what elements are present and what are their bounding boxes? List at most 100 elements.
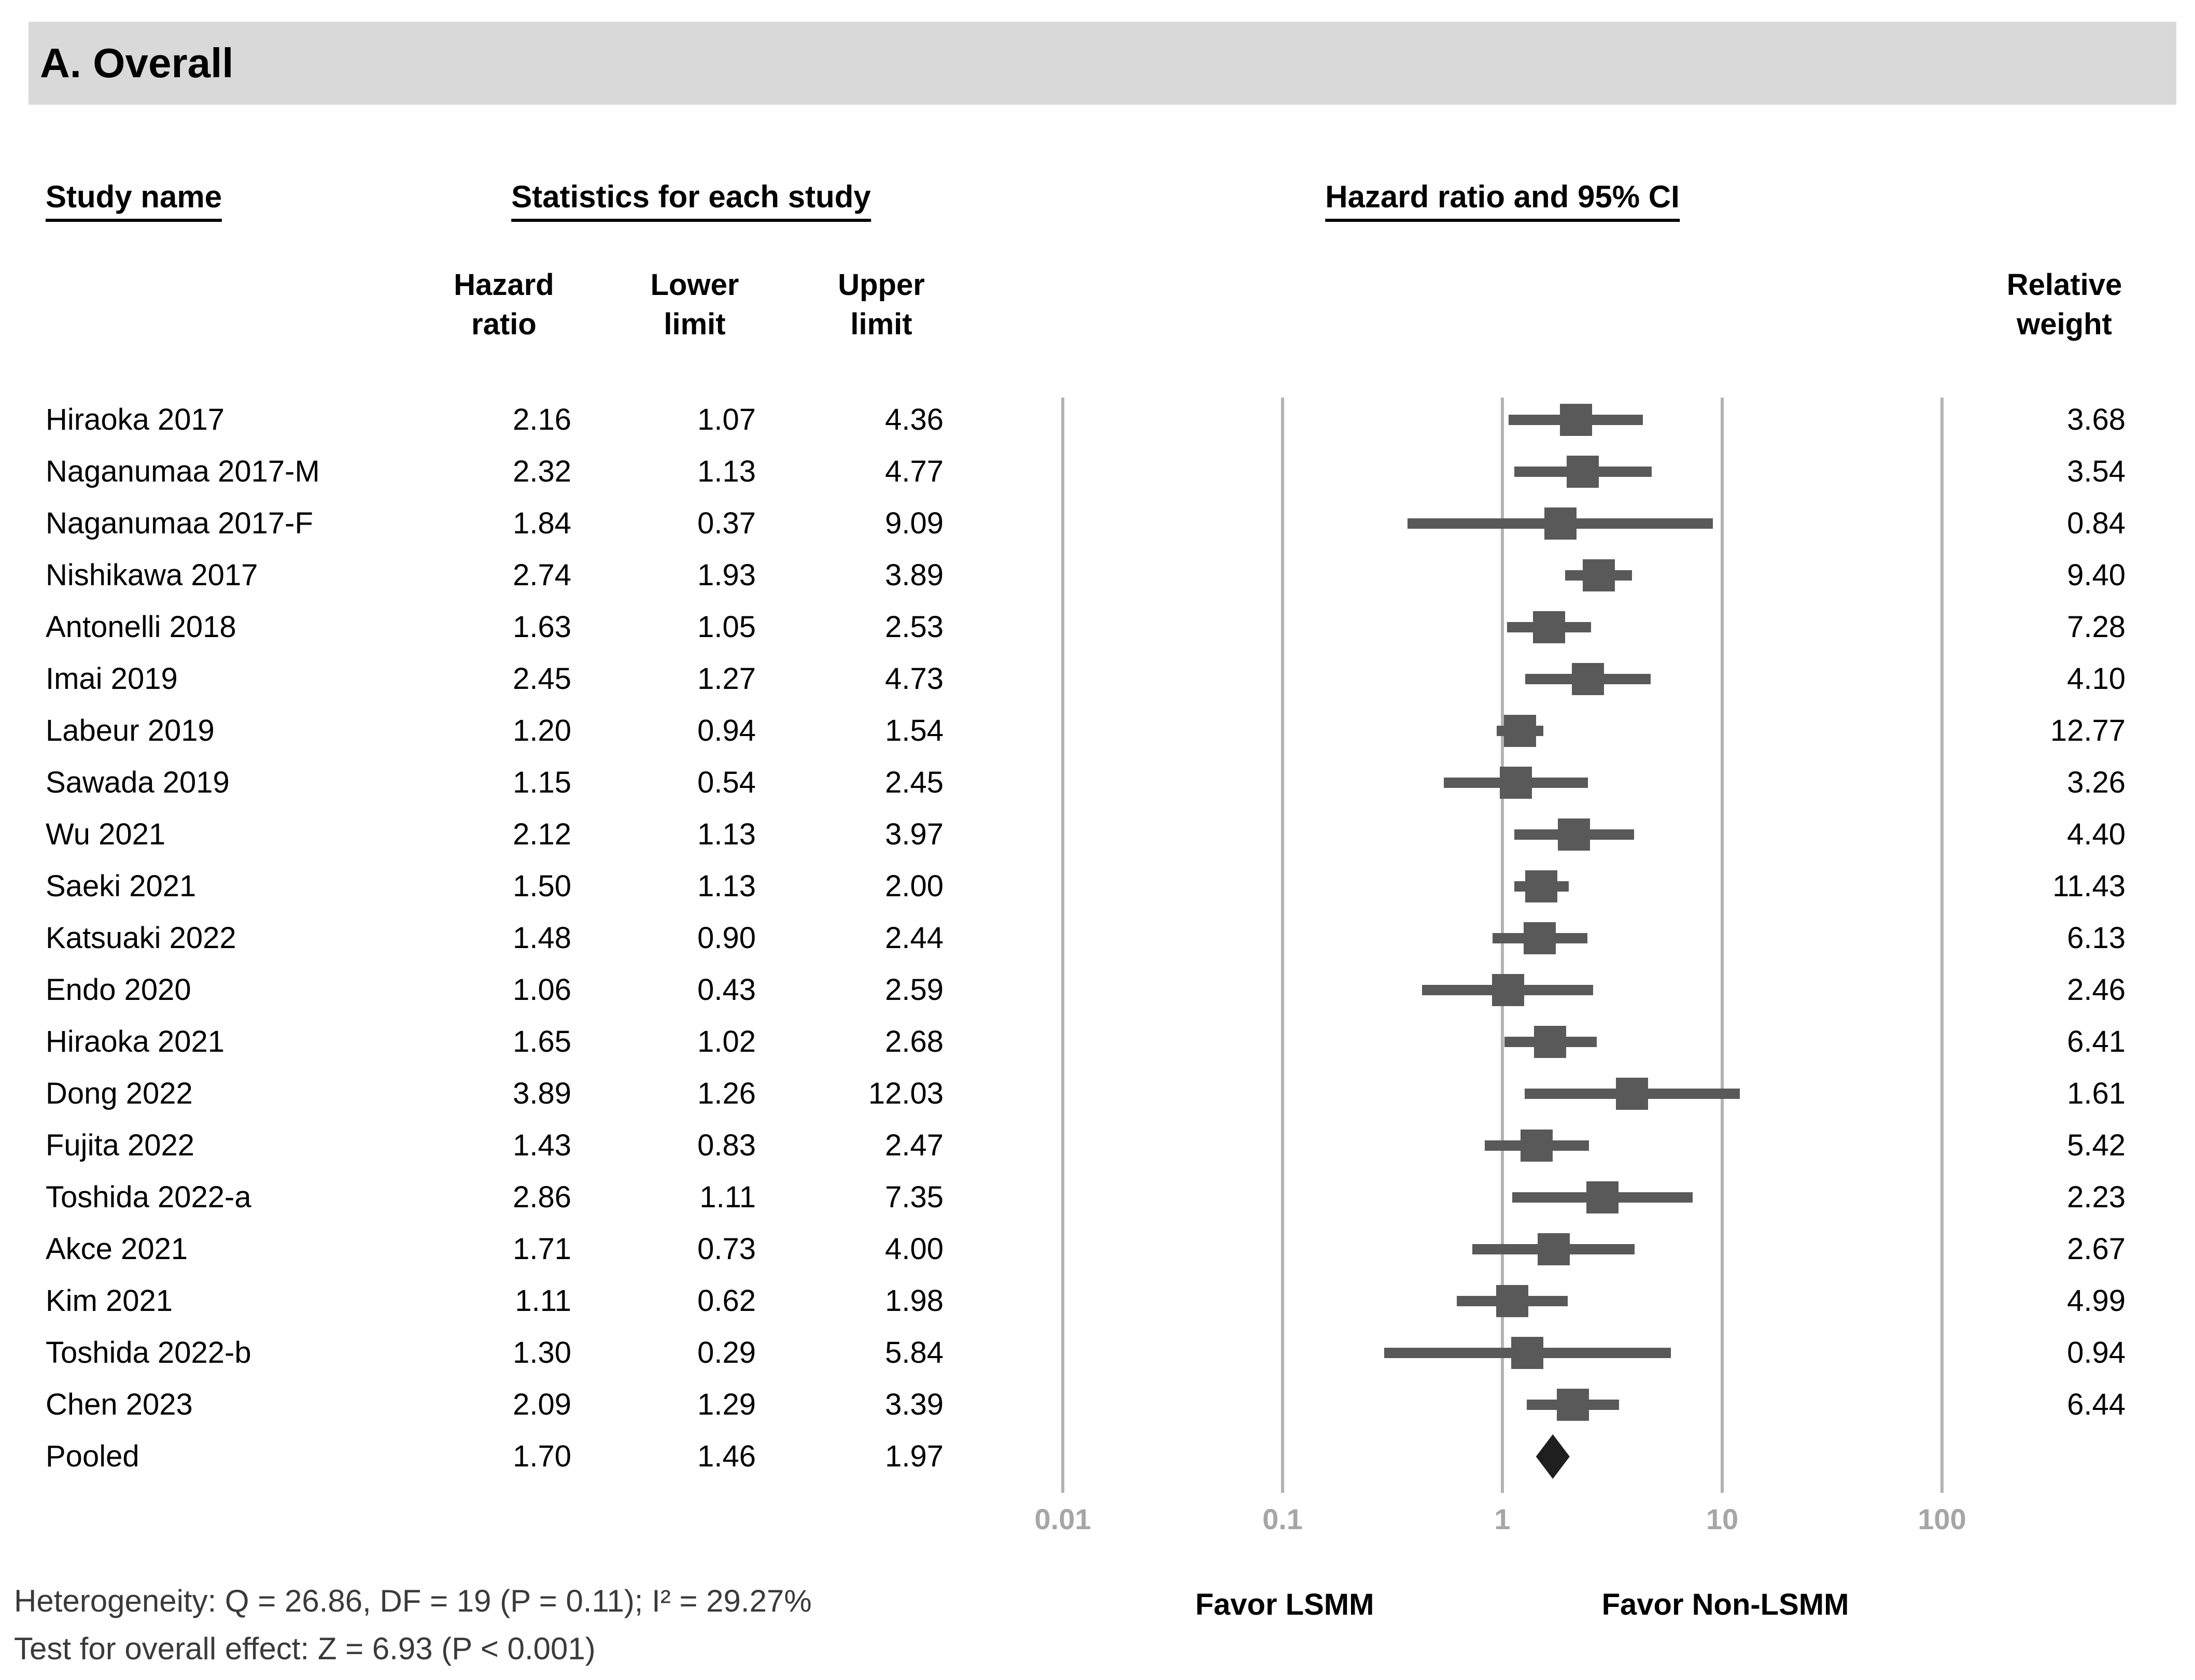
study-row: Kim 2021 1.11 0.62 1.98 4.99 — [0, 1275, 2195, 1327]
relative-weight-value: 3.54 — [2067, 455, 2126, 488]
study-row: Dong 2022 3.89 1.26 12.03 1.61 — [0, 1068, 2195, 1120]
upper-limit-value: 12.03 — [868, 1077, 944, 1110]
lower-limit-value: 0.29 — [697, 1336, 756, 1370]
upper-limit-value: 2.59 — [885, 973, 944, 1007]
upper-limit-value: 1.98 — [885, 1284, 944, 1318]
upper-limit-value: 9.09 — [885, 506, 944, 540]
hazard-ratio-value: 2.45 — [513, 662, 571, 696]
hr-square-marker — [1586, 1181, 1619, 1213]
subheader-lower-limit: Lower limit — [651, 265, 739, 344]
relative-weight-value: 6.41 — [2067, 1025, 2126, 1058]
hr-square-marker — [1559, 404, 1592, 436]
hazard-ratio-value: 3.89 — [513, 1077, 571, 1110]
study-name: Fujita 2022 — [46, 1128, 194, 1162]
lower-limit-value: 1.13 — [697, 817, 756, 851]
hr-square-marker — [1537, 1233, 1570, 1265]
study-name: Hiraoka 2017 — [46, 403, 224, 436]
heterogeneity-text: Heterogeneity: Q = 26.86, DF = 19 (P = 0… — [14, 1584, 812, 1618]
study-name: Saeki 2021 — [46, 869, 196, 903]
lower-limit-value: 1.05 — [697, 610, 756, 644]
upper-limit-value: 3.89 — [885, 558, 944, 592]
study-name: Antonelli 2018 — [46, 610, 236, 644]
study-name: Akce 2021 — [46, 1232, 188, 1266]
hazard-ratio-value: 1.65 — [513, 1025, 571, 1058]
relative-weight-value: 6.13 — [2067, 921, 2126, 955]
hr-square-marker — [1558, 818, 1591, 851]
hazard-ratio-value: 1.11 — [515, 1284, 571, 1318]
subheader-hazard-ratio-line1: Hazard — [454, 268, 554, 302]
study-name: Naganumaa 2017-F — [46, 506, 313, 540]
lower-limit-value: 0.90 — [697, 921, 756, 955]
hr-square-marker — [1616, 1078, 1649, 1110]
study-row: Saeki 2021 1.50 1.13 2.00 11.43 — [0, 860, 2195, 912]
hazard-ratio-value: 1.20 — [513, 714, 571, 747]
hr-square-marker — [1503, 715, 1536, 747]
subheader-relative-weight: Relative weight — [2007, 265, 2122, 344]
upper-limit-value: 2.44 — [885, 921, 944, 955]
relative-weight-value: 4.40 — [2067, 817, 2126, 851]
study-name: Endo 2020 — [46, 973, 191, 1007]
study-row: Wu 2021 2.12 1.13 3.97 4.40 — [0, 809, 2195, 860]
hazard-ratio-value: 2.09 — [513, 1388, 571, 1421]
relative-weight-value: 3.26 — [2067, 766, 2126, 799]
study-name: Hiraoka 2021 — [46, 1025, 224, 1058]
lower-limit-value: 1.13 — [697, 869, 756, 903]
subheader-hazard-ratio: Hazard ratio — [454, 265, 554, 344]
hr-square-marker — [1532, 611, 1565, 643]
study-row: Toshida 2022-b 1.30 0.29 5.84 0.94 — [0, 1327, 2195, 1379]
relative-weight-value: 1.61 — [2067, 1077, 2126, 1110]
upper-limit-value: 2.00 — [885, 869, 944, 903]
upper-limit-value: 3.39 — [885, 1388, 944, 1421]
grid-line-100 — [1940, 398, 1944, 1493]
study-row: Naganumaa 2017-F 1.84 0.37 9.09 0.84 — [0, 498, 2195, 549]
hazard-ratio-value: 2.16 — [513, 403, 571, 436]
hazard-ratio-value: 1.15 — [513, 766, 571, 799]
hr-square-marker — [1524, 922, 1556, 954]
relative-weight-value: 2.46 — [2067, 973, 2126, 1007]
overall-effect-text: Test for overall effect: Z = 6.93 (P < 0… — [14, 1631, 596, 1666]
lower-limit-value: 0.62 — [697, 1284, 756, 1318]
hazard-ratio-value: 2.74 — [513, 558, 571, 592]
study-row: Chen 2023 2.09 1.29 3.39 6.44 — [0, 1379, 2195, 1431]
relative-weight-value: 2.67 — [2067, 1232, 2126, 1266]
relative-weight-value: 7.28 — [2067, 610, 2126, 644]
study-name: Labeur 2019 — [46, 714, 215, 747]
hazard-ratio-value: 1.43 — [513, 1128, 571, 1162]
subheader-hazard-ratio-line2: ratio — [471, 307, 537, 341]
favor-left-label: Favor LSMM — [1195, 1588, 1374, 1621]
subheader-upper-limit: Upper limit — [838, 265, 925, 344]
study-row: Katsuaki 2022 1.48 0.90 2.44 6.13 — [0, 912, 2195, 964]
relative-weight-value: 4.10 — [2067, 662, 2126, 696]
axis-tick-label-1: 1 — [1494, 1503, 1511, 1535]
hazard-ratio-value: 2.12 — [513, 817, 571, 851]
upper-limit-value: 2.45 — [885, 766, 944, 799]
hr-square-marker — [1534, 1026, 1567, 1058]
subheader-relative-weight-line2: weight — [2017, 307, 2112, 341]
lower-limit-value: 1.13 — [697, 455, 756, 488]
hr-square-marker — [1511, 1337, 1544, 1369]
study-name: Wu 2021 — [46, 817, 166, 851]
study-name: Nishikawa 2017 — [46, 558, 258, 592]
hazard-ratio-value: 1.50 — [513, 869, 571, 903]
lower-limit-value: 0.73 — [697, 1232, 756, 1266]
subheader-lower-limit-line2: limit — [664, 307, 726, 341]
study-name: Toshida 2022-a — [46, 1180, 251, 1214]
study-name: Katsuaki 2022 — [46, 921, 236, 955]
grid-line-0.01 — [1061, 398, 1064, 1493]
hr-square-marker — [1525, 870, 1557, 902]
hr-square-marker — [1544, 507, 1577, 540]
grid-line-10 — [1721, 398, 1724, 1493]
subheader-upper-limit-line1: Upper — [838, 268, 925, 302]
lower-limit-value: 0.37 — [697, 506, 756, 540]
title-bar: A. Overall — [29, 22, 2176, 105]
hazard-ratio-value: 1.06 — [513, 973, 571, 1007]
relative-weight-value: 4.99 — [2067, 1284, 2126, 1318]
relative-weight-value: 2.23 — [2067, 1180, 2126, 1214]
hazard-ratio-value: 1.48 — [513, 921, 571, 955]
lower-limit-value: 1.93 — [697, 558, 756, 592]
study-name: Toshida 2022-b — [46, 1336, 251, 1370]
upper-limit-value: 2.47 — [885, 1128, 944, 1162]
study-row: Nishikawa 2017 2.74 1.93 3.89 9.40 — [0, 549, 2195, 601]
study-row: Labeur 2019 1.20 0.94 1.54 12.77 — [0, 705, 2195, 757]
study-name: Imai 2019 — [46, 662, 178, 696]
